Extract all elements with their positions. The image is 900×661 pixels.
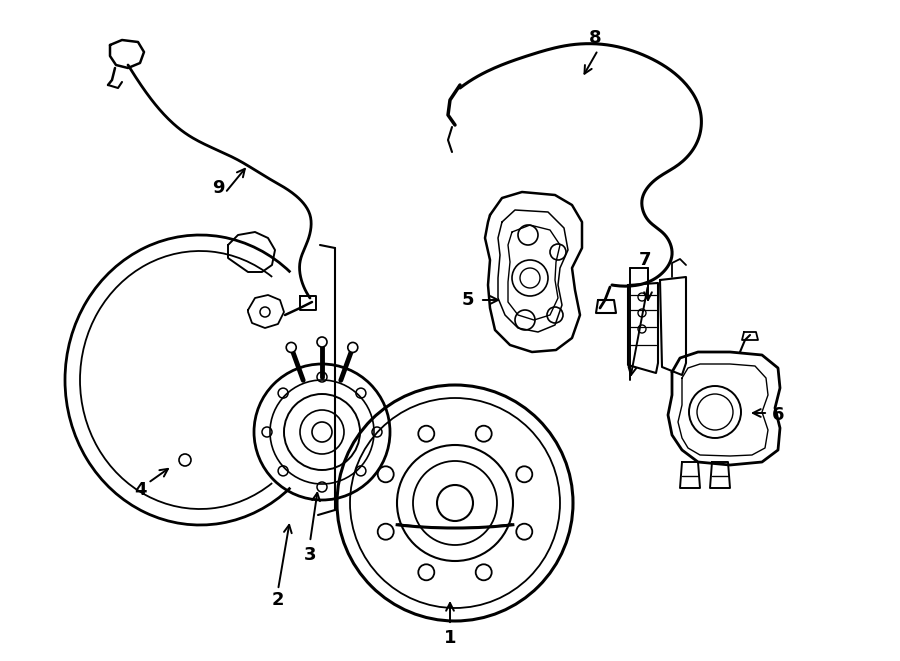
Text: 5: 5	[462, 291, 474, 309]
Circle shape	[317, 337, 327, 347]
Text: 2: 2	[272, 591, 284, 609]
Circle shape	[286, 342, 296, 352]
Text: 7: 7	[639, 251, 652, 269]
Text: 8: 8	[589, 29, 601, 47]
Circle shape	[347, 342, 358, 352]
Text: 9: 9	[212, 179, 224, 197]
Text: 3: 3	[304, 546, 316, 564]
Text: 4: 4	[134, 481, 146, 499]
Text: 6: 6	[772, 406, 784, 424]
Text: 1: 1	[444, 629, 456, 647]
